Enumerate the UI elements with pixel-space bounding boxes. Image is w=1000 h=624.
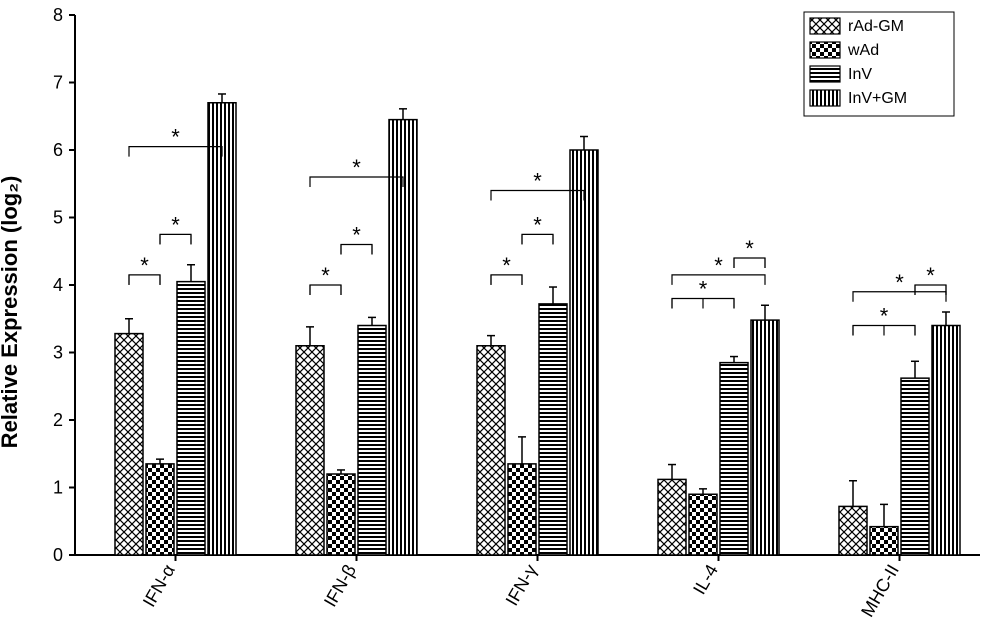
bar-chart: Relative Expression (log₂) 012345678IFN-… <box>0 0 1000 624</box>
svg-text:*: * <box>880 304 889 329</box>
svg-text:*: * <box>533 212 542 237</box>
svg-text:0: 0 <box>53 545 63 565</box>
svg-text:*: * <box>171 125 180 150</box>
svg-text:4: 4 <box>53 275 63 295</box>
svg-text:InV+GM: InV+GM <box>848 90 907 107</box>
svg-text:5: 5 <box>53 208 63 228</box>
svg-text:*: * <box>895 270 904 295</box>
svg-text:*: * <box>321 263 330 288</box>
svg-text:*: * <box>714 253 723 278</box>
svg-text:*: * <box>171 212 180 237</box>
svg-text:*: * <box>140 253 149 278</box>
svg-text:*: * <box>699 277 708 302</box>
svg-text:*: * <box>745 236 754 261</box>
svg-text:3: 3 <box>53 343 63 363</box>
svg-text:IFN-β: IFN-β <box>320 561 360 610</box>
svg-text:7: 7 <box>53 73 63 93</box>
svg-text:IFN-γ: IFN-γ <box>502 561 541 609</box>
svg-text:1: 1 <box>53 478 63 498</box>
svg-text:IL-4: IL-4 <box>689 561 722 598</box>
svg-text:*: * <box>502 253 511 278</box>
svg-text:wAd: wAd <box>847 42 879 59</box>
svg-text:IFN-α: IFN-α <box>139 561 179 610</box>
svg-text:InV: InV <box>848 66 872 83</box>
svg-text:rAd-GM: rAd-GM <box>848 18 904 35</box>
y-axis-label: Relative Expression (log₂) <box>0 176 23 449</box>
chart-svg: 012345678IFN-αIFN-βIFN-γIL-4MHC-II******… <box>0 0 1000 624</box>
svg-text:MHC-II: MHC-II <box>857 561 903 620</box>
svg-text:*: * <box>352 155 361 180</box>
svg-text:8: 8 <box>53 5 63 25</box>
svg-text:*: * <box>533 169 542 194</box>
svg-text:*: * <box>926 263 935 288</box>
svg-text:2: 2 <box>53 410 63 430</box>
svg-text:6: 6 <box>53 140 63 160</box>
svg-text:*: * <box>352 223 361 248</box>
